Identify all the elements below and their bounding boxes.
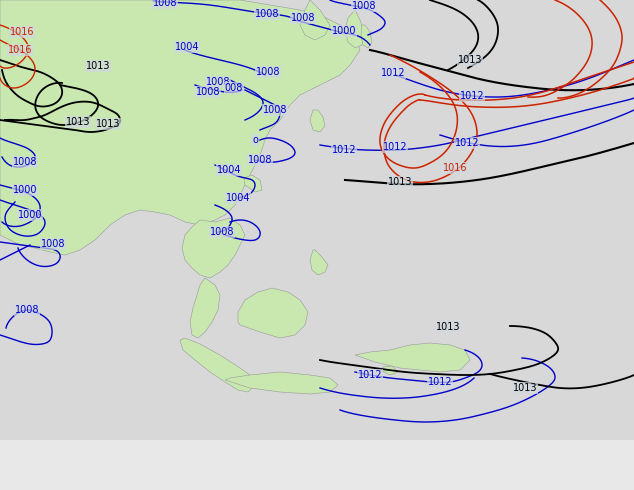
Text: 1004: 1004 — [175, 42, 199, 52]
Text: 1008: 1008 — [291, 13, 315, 23]
Polygon shape — [355, 343, 470, 372]
Text: ©weatheronline.co.uk: ©weatheronline.co.uk — [505, 475, 629, 485]
Text: 1004: 1004 — [226, 193, 250, 203]
Text: 008: 008 — [225, 83, 243, 93]
Text: 1012: 1012 — [460, 91, 484, 101]
Text: 1012: 1012 — [358, 370, 382, 380]
Polygon shape — [190, 278, 220, 338]
Polygon shape — [310, 250, 328, 275]
Polygon shape — [345, 10, 365, 48]
Text: 1012: 1012 — [332, 145, 356, 155]
Polygon shape — [238, 288, 308, 338]
Text: 1000: 1000 — [18, 210, 42, 220]
Text: 1013: 1013 — [388, 177, 412, 187]
Text: 1008: 1008 — [196, 87, 220, 97]
Text: We 29-05-2024 00:00 UTC (00+72): We 29-05-2024 00:00 UTC (00+72) — [408, 450, 629, 464]
Text: 1012: 1012 — [455, 138, 479, 148]
Text: 1013: 1013 — [66, 117, 90, 127]
Text: o: o — [252, 135, 258, 145]
Text: 1008: 1008 — [41, 239, 65, 249]
Text: 1013: 1013 — [436, 322, 460, 332]
Text: 1008: 1008 — [352, 1, 376, 11]
Polygon shape — [244, 175, 262, 192]
Text: 1016: 1016 — [443, 163, 467, 173]
Polygon shape — [182, 218, 245, 278]
Text: 1008: 1008 — [15, 305, 39, 315]
Text: Surface pressure [hPa] ECMWF: Surface pressure [hPa] ECMWF — [5, 450, 198, 464]
Polygon shape — [380, 366, 398, 375]
Polygon shape — [225, 372, 338, 394]
Polygon shape — [310, 110, 325, 132]
Text: 1016: 1016 — [10, 27, 34, 37]
Polygon shape — [300, 0, 330, 40]
Text: 1004: 1004 — [217, 165, 242, 175]
Polygon shape — [361, 25, 372, 48]
Text: 1000: 1000 — [13, 185, 37, 195]
Text: 1012: 1012 — [383, 142, 407, 152]
Text: 1013: 1013 — [96, 119, 120, 129]
Text: 1016: 1016 — [8, 45, 32, 55]
Text: 1013: 1013 — [513, 383, 537, 393]
Text: 1013: 1013 — [458, 55, 482, 65]
Text: 1008: 1008 — [255, 9, 279, 19]
Polygon shape — [0, 0, 360, 255]
Text: 1008: 1008 — [256, 67, 280, 77]
Text: 1012: 1012 — [428, 377, 452, 387]
Text: 1008: 1008 — [153, 0, 178, 8]
Text: 1008: 1008 — [262, 105, 287, 115]
Text: 1013: 1013 — [86, 61, 110, 71]
Text: 1008: 1008 — [210, 227, 234, 237]
Text: 1008: 1008 — [206, 77, 230, 87]
Text: 1008: 1008 — [13, 157, 37, 167]
Text: 1000: 1000 — [332, 26, 356, 36]
Polygon shape — [180, 338, 255, 392]
Text: 1012: 1012 — [380, 68, 405, 78]
Text: 1008: 1008 — [248, 155, 272, 165]
